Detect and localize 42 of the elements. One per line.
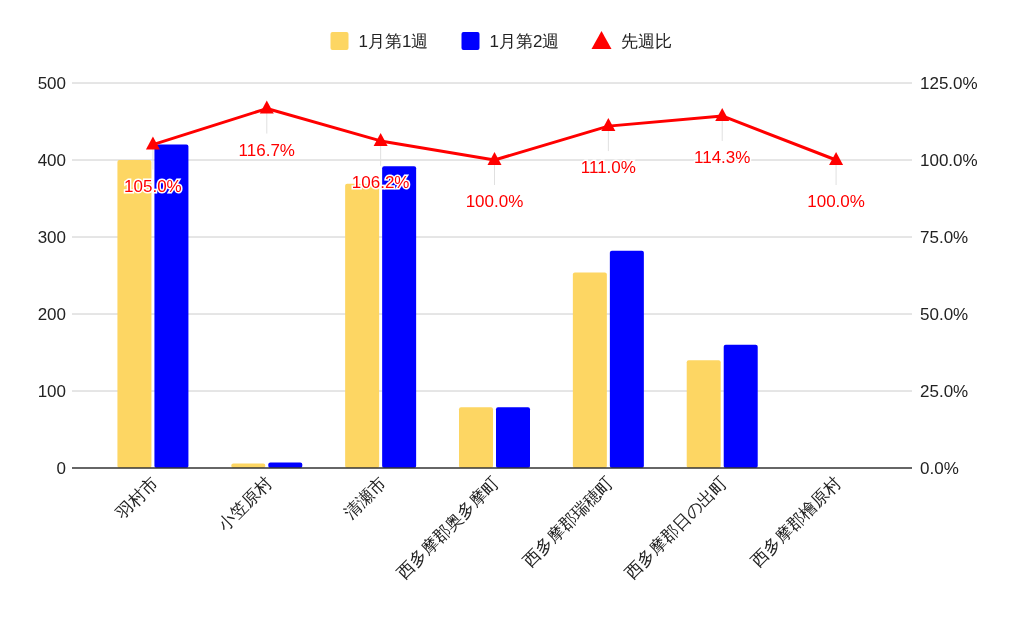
bar bbox=[496, 407, 530, 468]
y-tick-label: 100 bbox=[37, 382, 66, 401]
y2-tick-label: 50.0% bbox=[920, 305, 969, 324]
y-tick-label: 500 bbox=[37, 74, 66, 93]
y2-tick-label: 25.0% bbox=[920, 382, 969, 401]
bar bbox=[723, 344, 758, 468]
x-tick-label: 西多摩郡日の出町 bbox=[621, 473, 732, 583]
bar bbox=[686, 360, 721, 468]
point bbox=[601, 118, 616, 132]
bar bbox=[459, 407, 493, 468]
data-label: 106.2% bbox=[351, 172, 410, 192]
data-label: 114.3% bbox=[694, 147, 751, 167]
legend-label: 1月第2週 bbox=[489, 32, 560, 51]
data-label: 111.0% bbox=[580, 158, 636, 178]
x-tick-label: 清瀬市 bbox=[339, 473, 390, 523]
x-tick-label: 西多摩郡檜原村 bbox=[747, 473, 845, 571]
y-tick-label: 400 bbox=[37, 151, 66, 170]
y-tick-label: 200 bbox=[37, 305, 66, 324]
legend-label: 先週比 bbox=[620, 32, 672, 51]
point bbox=[259, 100, 274, 114]
y2-tick-label: 0.0% bbox=[920, 459, 959, 478]
point bbox=[829, 152, 844, 165]
legend-label: 1月第1週 bbox=[358, 32, 429, 51]
data-label: 100.0% bbox=[465, 192, 524, 211]
y2-tick-label: 125.0% bbox=[920, 74, 978, 93]
point bbox=[145, 136, 160, 150]
bar bbox=[609, 250, 644, 468]
y2-tick-label: 100.0% bbox=[920, 151, 978, 170]
y-tick-label: 0 bbox=[56, 459, 66, 478]
point bbox=[373, 132, 388, 146]
x-tick-label: 小笠原村 bbox=[214, 473, 276, 535]
x-tick-label: 西多摩郡奥多摩町 bbox=[393, 473, 504, 583]
bar bbox=[572, 272, 607, 468]
y-tick-label: 300 bbox=[37, 228, 66, 247]
data-label: 105.0% bbox=[124, 176, 182, 196]
x-tick-label: 羽村市 bbox=[111, 473, 162, 524]
x-tick-label: 西多摩郡瑞穂町 bbox=[519, 473, 618, 571]
data-label: 116.7% bbox=[238, 140, 295, 160]
point bbox=[715, 107, 730, 121]
y2-tick-label: 75.0% bbox=[920, 228, 969, 247]
point bbox=[487, 152, 502, 165]
data-label: 100.0% bbox=[807, 192, 865, 211]
